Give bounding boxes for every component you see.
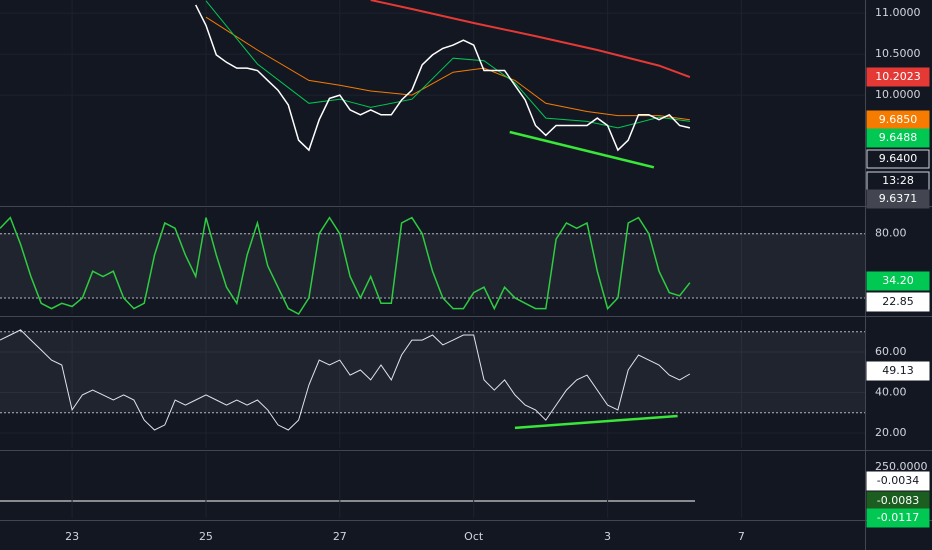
price-tag: [866, 471, 930, 491]
series-line: [514, 414, 678, 430]
y-tick-label: 40.00: [875, 386, 907, 399]
price-tag-label: 9.6488: [879, 131, 918, 144]
x-tick-label: 23: [65, 530, 79, 543]
series-line: [0, 329, 691, 431]
x-tick-label: 3: [604, 530, 611, 543]
y-tick-label: 11.0000: [875, 6, 921, 19]
price-tag-label: 13:28: [882, 174, 914, 187]
series-line: [205, 0, 690, 129]
price-tag-label: 9.6850: [879, 113, 918, 126]
price-tag: [866, 271, 930, 291]
x-tick-label: 25: [199, 530, 213, 543]
price-tag: [866, 149, 930, 169]
series-line: [205, 16, 690, 121]
price-tag-label: 9.6371: [879, 192, 918, 205]
series-line: [0, 216, 691, 315]
series-line: [195, 4, 691, 152]
price-tag: [866, 508, 930, 528]
x-tick-label: 27: [333, 530, 347, 543]
series-line: [509, 130, 655, 169]
price-tag-label: -0.0083: [877, 494, 919, 507]
band: [0, 233, 865, 298]
price-tag-label: 10.2023: [875, 70, 921, 83]
price-tag-label: 22.85: [882, 295, 914, 308]
price-tag-label: 49.13: [882, 364, 914, 377]
band: [0, 331, 865, 413]
price-tag-label: 9.6400: [879, 152, 918, 165]
price-tag: [866, 292, 930, 312]
price-tag: [866, 361, 930, 381]
y-tick-label: 10.5000: [875, 47, 921, 60]
y-tick-label: 250.0000: [875, 460, 928, 473]
x-tick-label: Oct: [464, 530, 484, 543]
price-tag: [866, 128, 930, 148]
y-tick-label: 10.0000: [875, 88, 921, 101]
x-tick-label: 7: [738, 530, 745, 543]
price-tag-label: -0.0117: [877, 511, 919, 524]
y-tick-label: 20.00: [875, 426, 907, 439]
series-line: [370, 0, 691, 79]
price-tag-label: 34.20: [882, 274, 914, 287]
y-tick-label: 60.00: [875, 345, 907, 358]
y-tick-label: 80.00: [875, 227, 907, 240]
price-tag: [866, 189, 930, 209]
price-tag-label: -0.0034: [877, 474, 919, 487]
price-tag: [866, 67, 930, 87]
